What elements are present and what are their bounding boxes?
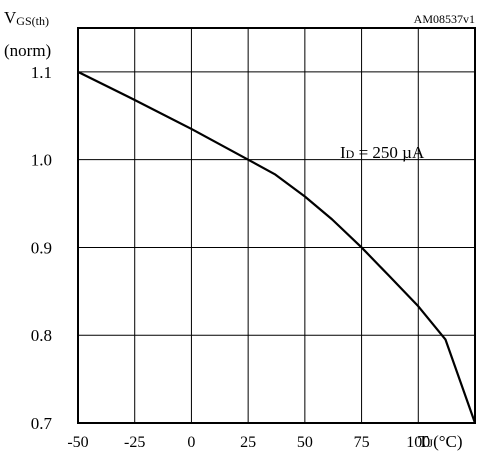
x-tick-label: 0 [187, 434, 195, 451]
x-tick-label: 75 [354, 434, 370, 451]
y-tick-labels: 0.7 0.8 0.9 1.0 1.1 [31, 63, 53, 433]
current-annotation: ID = 250 µA [340, 143, 425, 162]
y-axis-label-unit: (norm) [4, 41, 51, 60]
x-tick-label: 100 [406, 434, 430, 451]
x-tick-labels: -50 -25 0 25 50 75 100 [67, 434, 430, 451]
x-axis-label: TJ(°C) [418, 432, 463, 451]
y-tick-label: 0.7 [31, 414, 53, 433]
x-tick-label: -50 [67, 434, 88, 451]
y-tick-label: 1.0 [31, 151, 52, 170]
y-axis-label: VGS(th) [4, 8, 49, 28]
grid-lines [78, 28, 475, 423]
y-tick-label: 0.8 [31, 326, 52, 345]
y-tick-label: 0.9 [31, 238, 52, 257]
plot-frame [77, 27, 476, 424]
x-tick-label: 25 [240, 434, 256, 451]
series-line [77, 70, 477, 424]
y-tick-label: 1.1 [31, 63, 52, 82]
figure-code: AM08537v1 [414, 12, 475, 26]
x-tick-label: 50 [297, 434, 313, 451]
x-tick-label: -25 [124, 434, 145, 451]
